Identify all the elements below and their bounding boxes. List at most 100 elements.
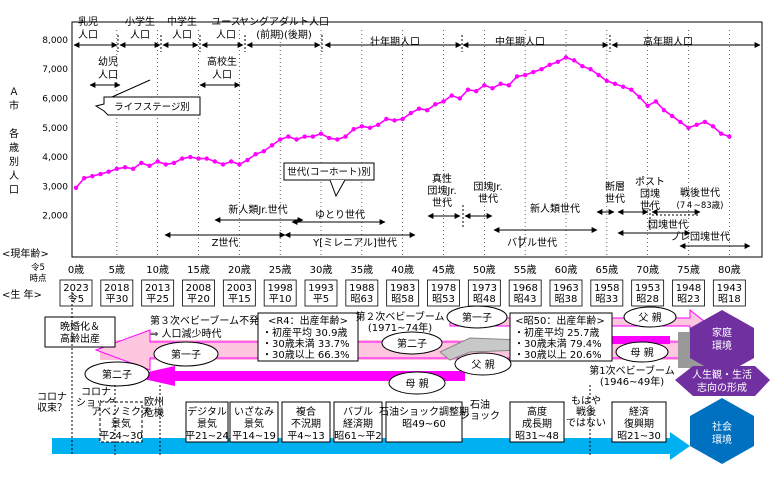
gen-dankai-jr: 世代 xyxy=(478,193,498,205)
life-stage-label: 高校生 xyxy=(207,55,237,68)
birth-year-label: 平25 xyxy=(146,294,169,305)
data-point xyxy=(163,162,169,167)
life-stage-label: 人口 xyxy=(78,29,98,41)
lifeview-label: 人生観・生活 xyxy=(692,368,752,381)
data-point xyxy=(310,134,316,139)
y-label-char: 口 xyxy=(9,185,19,196)
age-label: 55歳 xyxy=(514,264,537,276)
data-point xyxy=(351,127,356,132)
data-point xyxy=(637,94,642,100)
data-point xyxy=(563,55,569,60)
gen-yutori: ゆとり世代 xyxy=(315,209,365,221)
y-label-char: 別 xyxy=(9,156,19,168)
gen-dankai-jr-shin: 真性 xyxy=(432,172,452,185)
gen-sengo-range: (7４~83歳) xyxy=(677,200,724,211)
second-child-oval xyxy=(84,361,150,387)
euro-crisis-text: 欧州 xyxy=(144,396,164,408)
data-point xyxy=(253,151,258,157)
birth-year-label: 1983 xyxy=(390,283,415,294)
data-point xyxy=(661,107,667,113)
fukugou-box: 平4~13 xyxy=(287,431,324,442)
data-point xyxy=(718,131,724,136)
oval-labels: 第一子 第二子 第一子 第二子 父 親 母 親 父 親 母 親 xyxy=(102,311,662,390)
second-child-label-right: 第二子 xyxy=(397,337,427,350)
life-stage-label: 壮年期人口 xyxy=(370,35,420,48)
third-boom-text: ⇒ 人口減少時代 xyxy=(150,327,222,340)
age-label: 0歳 xyxy=(68,264,84,276)
birth-year-label: 1998 xyxy=(267,283,292,294)
second-boom-text: (1971~74年) xyxy=(368,321,432,334)
family-env-label: 環境 xyxy=(712,339,732,352)
data-point xyxy=(498,81,503,87)
bubble-econ-box: 昭61~平2 xyxy=(334,430,381,442)
mother-label: 母 親 xyxy=(630,346,653,359)
data-point xyxy=(449,93,454,98)
data-point xyxy=(147,163,152,169)
birth-year-label: 平20 xyxy=(187,294,210,305)
second-boom-text: 第２次ベビーブーム xyxy=(355,310,444,323)
data-point xyxy=(367,125,373,130)
birth-year-label: 1973 xyxy=(472,283,497,294)
father-label-right: 父 親 xyxy=(471,358,494,371)
birth-year-label: 昭48 xyxy=(473,293,496,305)
data-point xyxy=(81,175,87,181)
y-label-char: Ａ xyxy=(9,87,19,98)
corona-end-text: 収束？ xyxy=(37,402,67,414)
stage-dividers xyxy=(117,35,611,52)
data-point xyxy=(694,122,699,128)
birth-year-label: 昭43 xyxy=(514,293,537,305)
first-child-label: 第一子 xyxy=(171,348,201,361)
s50-line: ・初産平均 25.7歳 xyxy=(514,326,599,339)
data-point xyxy=(188,154,193,160)
first-boom-text: (1946~49年) xyxy=(600,375,664,388)
social-env-label: 環境 xyxy=(712,433,732,446)
birth-year-label: 1948 xyxy=(676,283,701,294)
data-point xyxy=(179,156,185,161)
birth-year-label: 平15 xyxy=(228,294,251,305)
age-label: 65歳 xyxy=(595,264,618,276)
third-boom-text: 第３次ベビーブーム不発 xyxy=(150,314,259,327)
data-point xyxy=(433,102,438,107)
data-point xyxy=(612,81,618,87)
data-point xyxy=(73,185,79,191)
s50-title: <昭50：出産年齢> xyxy=(515,314,604,327)
environment-hexagons xyxy=(675,310,770,464)
no-postwar-text: 戦後 xyxy=(576,405,596,418)
s50-line: ・30歳以上 20.6% xyxy=(514,349,602,361)
oilshock-adj-box: 石油ショック調整期 xyxy=(379,405,469,418)
plot-frame xyxy=(71,21,763,258)
data-point xyxy=(261,149,267,154)
data-point xyxy=(416,106,422,111)
age-label: 80歳 xyxy=(718,264,741,276)
data-point xyxy=(400,116,405,122)
data-point xyxy=(669,113,675,119)
life-stage-label: ユース xyxy=(211,17,241,28)
high-growth-box: 昭31~48 xyxy=(515,430,559,442)
data-point xyxy=(326,135,332,141)
data-point xyxy=(196,156,201,161)
data-point xyxy=(547,62,552,67)
gen-post-dankai: ポスト xyxy=(635,176,665,188)
second-child-oval-right xyxy=(381,331,443,355)
data-point xyxy=(588,66,593,72)
s50-line: ・30歳未満 79.4% xyxy=(514,338,602,350)
data-point xyxy=(604,78,610,84)
age-label: 30歳 xyxy=(310,264,333,276)
birth-year-label: 昭53 xyxy=(432,293,455,305)
data-point xyxy=(212,159,218,164)
r4-title: <R4：出産年齢> xyxy=(268,314,348,327)
y-label-char: 市 xyxy=(9,99,19,112)
year-header: <生 年> xyxy=(2,288,42,301)
recovery-box: 昭21~30 xyxy=(617,430,661,442)
life-stage-label: 幼児 xyxy=(98,55,118,68)
late-marriage-text: 晩婚化＆ xyxy=(60,320,100,333)
oilshock-adj-box: 昭49~60 xyxy=(402,418,446,430)
corona-end-text: コロナ xyxy=(37,391,67,403)
life-stage-label: 人口 xyxy=(216,29,236,41)
y-tick-label: 7,000 xyxy=(42,65,68,75)
data-point xyxy=(686,125,691,130)
